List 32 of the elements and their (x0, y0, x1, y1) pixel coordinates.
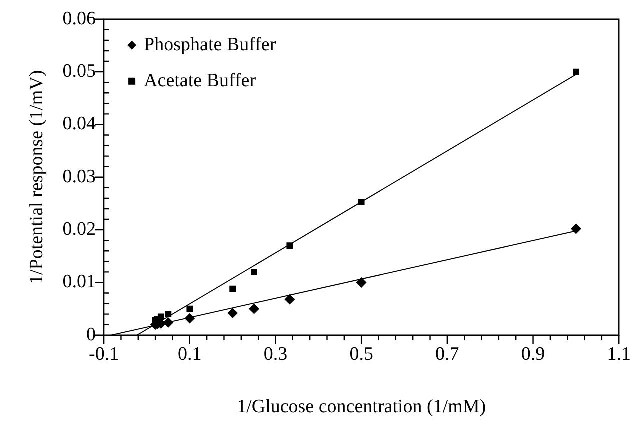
x-tick-label: 0.9 (521, 344, 546, 365)
point (165, 311, 172, 318)
point (230, 286, 236, 292)
y-tick-label: 0.03 (62, 166, 96, 188)
point (184, 314, 195, 324)
x-tick-label: 0.1 (178, 344, 202, 365)
legend-label: Acetate Buffer (144, 70, 257, 92)
point (186, 306, 194, 312)
y-tick-label: 0.01 (62, 272, 96, 293)
x-tick-label: 0.7 (436, 344, 460, 365)
point (356, 278, 367, 288)
point (286, 242, 294, 250)
x-tick-label: 0.3 (264, 344, 288, 365)
point (284, 294, 295, 305)
legend-label: Phosphate Buffer (144, 34, 277, 56)
point (251, 269, 258, 276)
y-tick-label: 0.02 (62, 219, 96, 240)
point (249, 304, 260, 314)
point (163, 318, 174, 328)
point (571, 224, 582, 234)
x-tick-label: 1.1 (607, 344, 631, 365)
point (228, 308, 238, 318)
point (358, 198, 365, 206)
x-axis-title: 1/Glucose concentration (1/mM) (237, 396, 486, 418)
y-tick-label: 0 (86, 324, 96, 346)
x-tick-label: -0.1 (89, 344, 120, 365)
y-tick-label: 0.06 (62, 8, 96, 30)
x-tick-label: 0.5 (350, 344, 374, 365)
y-tick-label: 0.04 (62, 114, 97, 135)
point (573, 68, 580, 76)
y-tick-label: 0.05 (62, 61, 96, 82)
y-axis-title: 1/Potential response (1/mV) (26, 70, 48, 285)
